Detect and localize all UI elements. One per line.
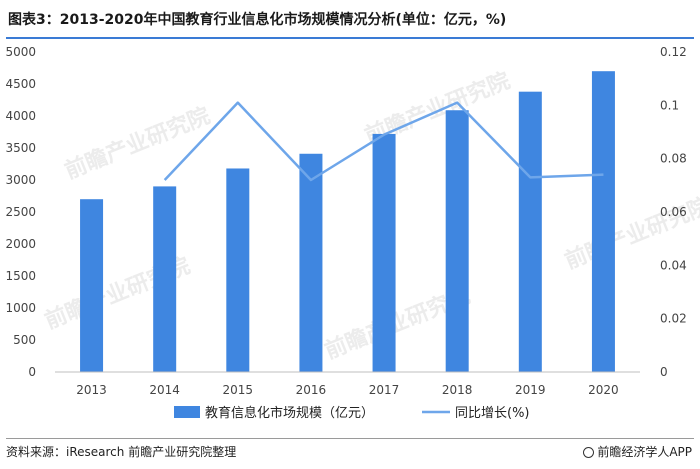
footer-brand-label: 前瞻经济学人APP: [597, 445, 692, 459]
footer-source: 资料来源：iResearch 前瞻产业研究院整理: [6, 445, 237, 459]
line-series: [163, 101, 604, 182]
left-axis-tick-label: 4500: [5, 77, 36, 91]
left-axis: 0 500 1000 1500 2000 2500 3000 3500 4000 4500 5000: [5, 45, 36, 379]
right-axis-tick-label: 0.06: [660, 205, 687, 219]
x-axis-tick-label: 2018: [442, 383, 473, 397]
bar: [518, 91, 542, 373]
left-axis-tick-label: 2500: [5, 205, 36, 219]
watermark-text: 前瞻产业研究院: [61, 103, 214, 185]
chart-title: 图表3：2013-2020年中国教育行业信息化市场规模情况分析(单位：亿元，%): [8, 12, 507, 28]
left-axis-tick-label: 1500: [5, 269, 36, 283]
x-axis-labels: 2013 2014 2015 2016 2017 2018 2019 2020: [76, 383, 618, 397]
footer-brand: 前瞻经济学人APP: [583, 443, 692, 460]
left-axis-tick-label: 3500: [5, 141, 36, 155]
right-axis-tick-label: 0.1: [660, 98, 679, 112]
footer-divider: [6, 438, 694, 439]
x-axis-tick-label: 2015: [223, 383, 254, 397]
x-axis-tick-label: 2016: [296, 383, 327, 397]
legend-bar-label: 教育信息化市场规模（亿元）: [205, 405, 374, 421]
chart-title-block: 图表3：2013-2020年中国教育行业信息化市场规模情况分析(单位：亿元，%): [0, 0, 700, 40]
legend-bar-swatch: [174, 406, 200, 418]
left-axis-tick-label: 500: [13, 333, 36, 347]
x-axis-tick-label: 2014: [149, 383, 180, 397]
right-axis-tick-label: 0.12: [660, 45, 687, 59]
bar: [591, 71, 615, 372]
x-axis-tick-label: 2019: [515, 383, 546, 397]
bar: [226, 168, 250, 372]
right-axis-tick-label: 0.08: [660, 152, 687, 166]
x-axis-tick-label: 2013: [76, 383, 107, 397]
bar: [445, 110, 469, 373]
qianzhan-logo-icon: [583, 447, 595, 458]
bar-series: [80, 71, 615, 373]
left-axis-tick-label: 2000: [5, 237, 36, 251]
legend-line-label: 同比增长(%): [455, 406, 530, 421]
x-axis-tick-label: 2020: [588, 383, 619, 397]
left-axis-tick-label: 4000: [5, 109, 36, 123]
right-axis-tick-label: 0.04: [660, 258, 687, 272]
left-axis-tick-label: 5000: [5, 45, 36, 59]
right-axis-tick-label: 0.02: [660, 312, 687, 326]
left-axis-tick-label: 0: [28, 365, 36, 379]
left-axis-tick-label: 3000: [5, 173, 36, 187]
left-axis-tick-label: 1000: [5, 301, 36, 315]
title-divider: [6, 37, 694, 39]
right-axis: 0 0.02 0.04 0.06 0.08 0.1 0.12: [660, 45, 687, 379]
bar: [80, 199, 104, 372]
bar: [153, 186, 177, 372]
legend: 教育信息化市场规模（亿元） 同比增长(%): [174, 405, 530, 421]
right-axis-tick-label: 0: [660, 365, 668, 379]
bar: [372, 133, 396, 372]
bar: [299, 153, 323, 372]
x-axis-tick-label: 2017: [369, 383, 400, 397]
